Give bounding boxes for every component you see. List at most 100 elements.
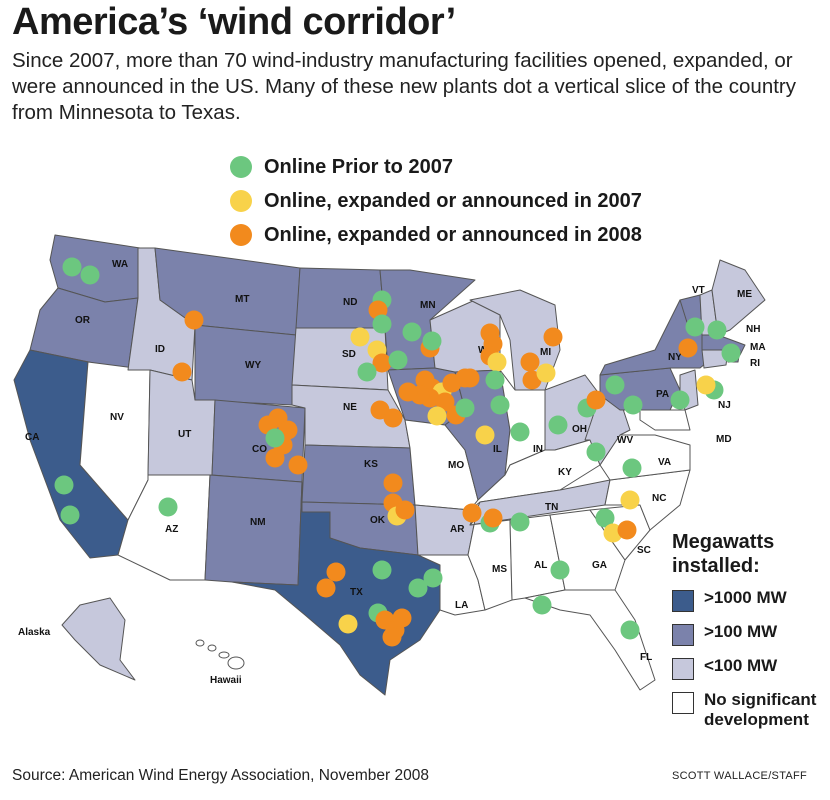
- state-label-me: ME: [737, 289, 752, 300]
- state-label-la: LA: [455, 600, 468, 611]
- facility-dot-2008: [172, 362, 192, 382]
- facility-dot-2007: [487, 352, 507, 372]
- orange-dot-icon: [230, 224, 252, 246]
- facility-dot-prior-2007: [54, 475, 74, 495]
- state-label-mo: MO: [448, 460, 464, 471]
- facility-dot-2008: [383, 408, 403, 428]
- state-label-ok: OK: [370, 515, 386, 526]
- state-label-ks: KS: [364, 459, 378, 470]
- facility-dot-2008: [520, 352, 540, 372]
- facility-dot-prior-2007: [595, 508, 615, 528]
- facility-dot-2008: [462, 503, 482, 523]
- facility-dot-prior-2007: [408, 578, 428, 598]
- state-label-wy: WY: [245, 360, 261, 371]
- state-label-al: AL: [534, 560, 547, 571]
- state-nm: [204, 474, 303, 586]
- mw-legend-item: No significant development: [672, 690, 822, 730]
- mw-swatch: [672, 658, 694, 680]
- facility-dot-2007: [475, 425, 495, 445]
- state-label-tx: TX: [350, 587, 363, 598]
- state-label-mn: MN: [420, 300, 436, 311]
- facility-dot-2007: [696, 375, 716, 395]
- megawatts-legend: Megawatts installed: >1000 MW >100 MW <1…: [672, 530, 822, 730]
- state-label-nc: NC: [652, 493, 666, 504]
- state-label-md: MD: [716, 434, 732, 445]
- facility-dot-prior-2007: [685, 317, 705, 337]
- state-label-ut: UT: [178, 429, 191, 440]
- facility-dot-2008: [372, 353, 392, 373]
- state-label-ar: AR: [450, 524, 465, 535]
- state-label-fl: FL: [640, 652, 652, 663]
- legend-label: Online, expanded or announced in 2007: [264, 189, 642, 212]
- page-title: America’s ‘wind corridor’: [12, 1, 456, 43]
- state-label-ga: GA: [592, 560, 607, 571]
- facility-dot-prior-2007: [623, 395, 643, 415]
- facility-dot-prior-2007: [62, 257, 82, 277]
- facility-dot-2008: [435, 392, 455, 412]
- mw-swatch: [672, 624, 694, 646]
- state-md: [639, 409, 691, 431]
- state-label-az: AZ: [165, 524, 178, 535]
- state-label-ky: KY: [558, 467, 572, 478]
- facility-dot-prior-2007: [158, 497, 178, 517]
- legend-item-2008: Online, expanded or announced in 2008: [230, 218, 642, 252]
- facility-dot-2008: [395, 500, 415, 520]
- facility-dots: [54, 257, 741, 647]
- legend-label: Online Prior to 2007: [264, 155, 453, 178]
- facility-dot-prior-2007: [622, 458, 642, 478]
- state-label-wv: WV: [617, 435, 633, 446]
- facility-dot-prior-2007: [402, 322, 422, 342]
- facility-dot-prior-2007: [510, 422, 530, 442]
- facility-dot-2008: [288, 455, 308, 475]
- facility-legend: Online Prior to 2007 Online, expanded or…: [230, 150, 642, 252]
- state-ct: [701, 349, 729, 369]
- state-label-alaska: Alaska: [18, 627, 51, 638]
- state-nd: [295, 267, 386, 329]
- state-label-mt: MT: [235, 294, 249, 305]
- legend-item-prior-2007: Online Prior to 2007: [230, 150, 642, 184]
- facility-dot-2008: [316, 578, 336, 598]
- facility-dot-prior-2007: [586, 442, 606, 462]
- state-label-ms: MS: [492, 564, 507, 575]
- facility-dot-2007: [620, 490, 640, 510]
- facility-dot-prior-2007: [357, 362, 377, 382]
- facility-dot-prior-2007: [490, 395, 510, 415]
- mw-legend-label: No significant development: [704, 690, 817, 729]
- facility-dot-prior-2007: [707, 320, 727, 340]
- facility-dot-2007: [536, 363, 556, 383]
- facility-dot-2008: [392, 608, 412, 628]
- facility-dot-2008: [382, 627, 402, 647]
- state-label-in: IN: [533, 444, 543, 455]
- state-label-sc: SC: [637, 545, 651, 556]
- state-label-pa: PA: [656, 389, 669, 400]
- source-note: Source: American Wind Energy Association…: [12, 767, 429, 784]
- state-label-ny: NY: [668, 352, 682, 363]
- facility-dot-prior-2007: [721, 343, 741, 363]
- state-label-id: ID: [155, 344, 165, 355]
- state-label-il: IL: [493, 444, 502, 455]
- state-label-mi: MI: [540, 347, 551, 358]
- facility-dot-prior-2007: [532, 595, 552, 615]
- state-alaska: [61, 597, 136, 681]
- facility-dot-prior-2007: [548, 415, 568, 435]
- state-label-ma: MA: [750, 342, 766, 353]
- mw-legend-item: >1000 MW: [672, 588, 822, 612]
- facility-dot-prior-2007: [670, 390, 690, 410]
- facility-dot-prior-2007: [60, 505, 80, 525]
- facility-dot-2008: [483, 508, 503, 528]
- mw-swatch: [672, 590, 694, 612]
- state-label-vt: VT: [692, 285, 705, 296]
- facility-dot-2008: [617, 520, 637, 540]
- facility-dot-2007: [338, 614, 358, 634]
- state-label-ne: NE: [343, 402, 357, 413]
- facility-dot-2008: [455, 368, 475, 388]
- facility-dot-prior-2007: [80, 265, 100, 285]
- us-map: WAORCANVIDMTWYUTAZCONMNDSDNEKSOKTXMNIAMO…: [13, 234, 766, 696]
- state-hawaii: [195, 639, 245, 670]
- state-label-co: CO: [252, 444, 267, 455]
- mw-legend-item: >100 MW: [672, 622, 822, 646]
- facility-dot-prior-2007: [372, 314, 392, 334]
- mw-legend-label: >1000 MW: [704, 588, 787, 607]
- facility-dot-prior-2007: [455, 398, 475, 418]
- facility-dot-2008: [383, 473, 403, 493]
